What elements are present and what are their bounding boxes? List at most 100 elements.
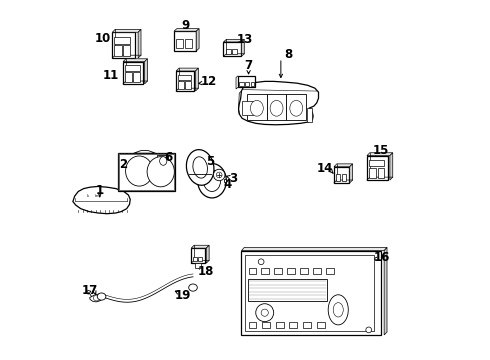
Ellipse shape [256,304,274,321]
Bar [115,37,130,44]
Bar [174,31,196,51]
Ellipse shape [160,157,167,165]
Polygon shape [90,294,103,302]
Bar [186,81,191,89]
Bar [125,64,140,71]
Bar [286,94,306,120]
Polygon shape [138,30,141,58]
Text: km/h: km/h [95,194,101,198]
Bar [245,255,374,331]
Ellipse shape [250,100,263,116]
Bar [176,71,194,91]
Bar [123,45,130,56]
Text: 1: 1 [96,184,104,197]
Bar [118,153,175,191]
Text: 17: 17 [82,284,98,297]
Ellipse shape [333,303,343,317]
Ellipse shape [193,157,207,178]
Bar [176,40,183,48]
Ellipse shape [270,100,283,116]
Polygon shape [224,179,226,182]
Bar [251,82,254,86]
Polygon shape [196,68,198,91]
Bar [247,94,267,120]
Ellipse shape [186,150,214,185]
Bar [313,268,321,274]
Bar [276,322,284,328]
Text: 5: 5 [206,155,214,168]
Bar [242,251,381,335]
Text: k: k [86,194,88,198]
Ellipse shape [203,170,220,192]
Text: 12: 12 [200,75,217,88]
Bar [194,257,197,261]
Polygon shape [134,150,155,153]
Text: 18: 18 [197,265,214,278]
Bar [262,268,270,274]
Bar [225,49,231,54]
Polygon shape [196,29,199,51]
Text: 6: 6 [164,150,172,163]
Bar [287,268,295,274]
Polygon shape [112,30,141,32]
Text: 9: 9 [182,19,190,32]
Bar [317,322,324,328]
Polygon shape [174,29,199,31]
Bar [159,158,163,164]
Text: 15: 15 [372,144,389,157]
Ellipse shape [328,295,348,325]
Bar [262,322,270,328]
Bar [191,248,205,263]
Polygon shape [242,247,387,251]
Ellipse shape [290,100,303,116]
Polygon shape [176,68,198,71]
Bar [232,49,237,54]
Text: 2: 2 [119,158,127,171]
Bar [245,82,249,86]
Ellipse shape [214,169,225,181]
Bar [290,322,297,328]
Bar [248,268,256,274]
Bar [178,81,184,89]
Bar [242,101,253,116]
Polygon shape [367,153,393,156]
Polygon shape [350,164,353,183]
Bar [274,268,282,274]
Bar [334,167,349,183]
Text: 13: 13 [237,32,253,46]
Polygon shape [223,40,245,42]
Bar [119,154,174,190]
Ellipse shape [366,327,371,333]
Bar [303,322,311,328]
Bar [112,32,135,58]
Text: 10: 10 [95,32,111,45]
Polygon shape [191,245,209,248]
Bar [178,75,191,80]
Bar [133,72,140,82]
Polygon shape [384,247,387,335]
Bar [185,40,192,48]
Bar [300,268,308,274]
Bar [125,72,132,82]
Bar [248,279,327,301]
Polygon shape [390,153,393,180]
Bar [198,257,202,261]
Text: 8: 8 [285,48,293,61]
Polygon shape [239,81,318,125]
Bar [157,155,168,166]
Bar [369,168,375,178]
Polygon shape [334,164,353,167]
Text: 11: 11 [102,69,119,82]
Bar [115,45,122,56]
Bar [238,76,255,87]
Bar [378,168,384,178]
Bar [367,156,389,180]
Bar [369,160,384,166]
Ellipse shape [93,295,100,301]
Polygon shape [145,59,147,84]
Ellipse shape [261,309,269,316]
Bar [342,174,346,181]
Ellipse shape [197,163,226,198]
Bar [336,174,341,181]
Polygon shape [73,186,130,214]
